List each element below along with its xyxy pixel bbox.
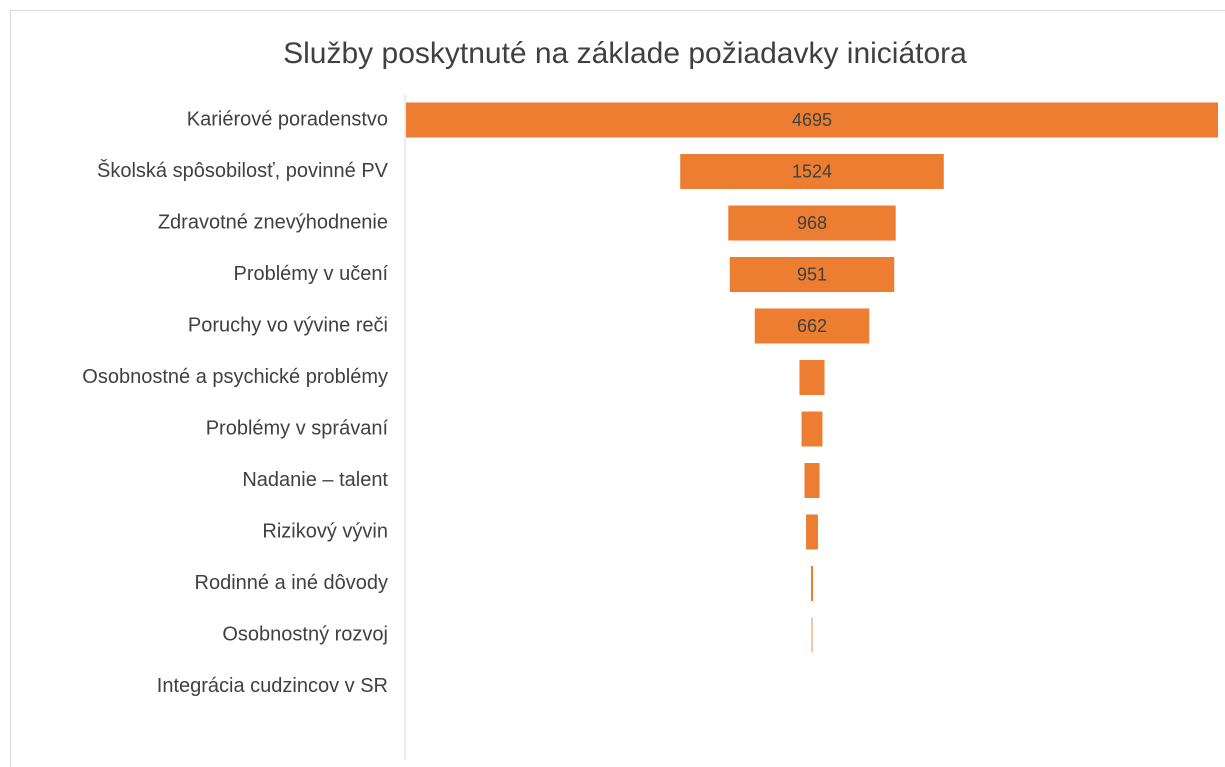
funnel-bar: [728, 205, 896, 241]
chart-title: Služby poskytnuté na základe požiadavky …: [283, 37, 967, 70]
data-label: 968: [797, 213, 827, 233]
funnel-bar: [801, 411, 823, 447]
data-label: 951: [797, 264, 827, 284]
category-label: Problémy v učení: [233, 263, 388, 285]
category-label: Nadanie – talent: [242, 469, 388, 491]
category-label: Problémy v správaní: [206, 417, 389, 439]
funnel-bar: [804, 463, 820, 498]
category-label: Rizikový vývin: [262, 520, 388, 542]
category-label: Kariérové poradenstvo: [187, 108, 388, 130]
funnel-bar: [406, 102, 1218, 138]
chart-border: [10, 10, 1225, 767]
category-label: Rodinné a iné dôvody: [195, 572, 388, 594]
funnel-bar: [811, 617, 813, 653]
data-label: 662: [797, 316, 827, 336]
funnel-bar: [754, 308, 870, 344]
funnel-bar: [729, 257, 895, 292]
funnel-bar: [806, 514, 818, 550]
category-label: Osobnostný rozvoj: [222, 623, 388, 645]
category-label: Poruchy vo vývine reči: [188, 314, 388, 336]
funnel-bar: [810, 566, 814, 601]
category-label: Školská spôsobilosť, povinné PV: [97, 159, 389, 182]
category-label: Zdravotné znevýhodnenie: [158, 211, 388, 233]
funnel-bar: [799, 360, 825, 395]
category-label: Osobnostné a psychické problémy: [82, 366, 388, 388]
funnel-bar: [680, 154, 944, 189]
category-label: Integrácia cudzincov v SR: [157, 675, 388, 697]
data-label: 4695: [792, 110, 832, 130]
data-label: 1524: [792, 161, 832, 181]
